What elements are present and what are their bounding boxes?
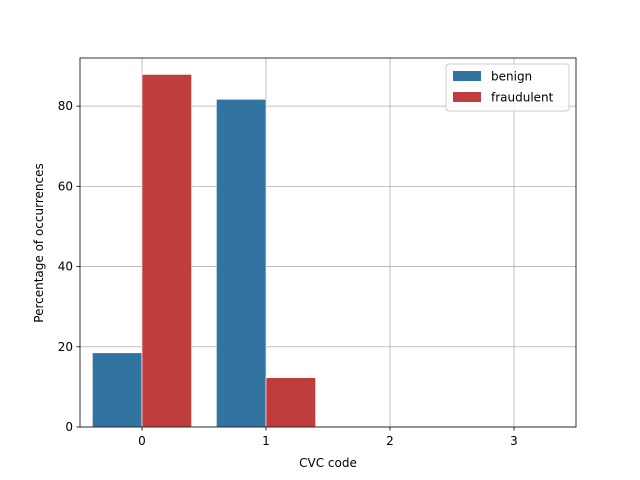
legend-label-fraudulent: fraudulent xyxy=(491,91,554,105)
x-tick-label: 1 xyxy=(262,434,270,448)
bars xyxy=(92,74,316,428)
x-tick-label: 3 xyxy=(510,434,518,448)
bar-benign-1 xyxy=(216,99,267,428)
y-tick-label: 20 xyxy=(58,340,73,354)
y-axis-label: Percentage of occurrences xyxy=(32,163,46,322)
legend-swatch-benign xyxy=(453,71,481,81)
y-tick-label: 60 xyxy=(58,179,73,193)
y-tick-label: 0 xyxy=(65,420,73,434)
y-tick-label: 40 xyxy=(58,260,73,274)
x-axis-ticks: 0 1 2 3 xyxy=(138,427,518,448)
axes xyxy=(79,57,577,428)
x-axis-label: CVC code xyxy=(299,456,357,470)
legend: benign fraudulent xyxy=(445,63,570,112)
x-tick-label: 0 xyxy=(138,434,146,448)
y-tick-label: 80 xyxy=(58,99,73,113)
bar-benign-0 xyxy=(92,352,143,428)
y-axis-ticks: 0 20 40 60 80 xyxy=(58,99,80,434)
axes-frame xyxy=(79,57,577,428)
x-tick-label: 2 xyxy=(386,434,394,448)
legend-swatch-fraudulent xyxy=(453,92,481,102)
bar-fraudulent-1 xyxy=(265,377,316,428)
bar-fraudulent-0 xyxy=(141,74,192,428)
legend-label-benign: benign xyxy=(491,70,532,84)
